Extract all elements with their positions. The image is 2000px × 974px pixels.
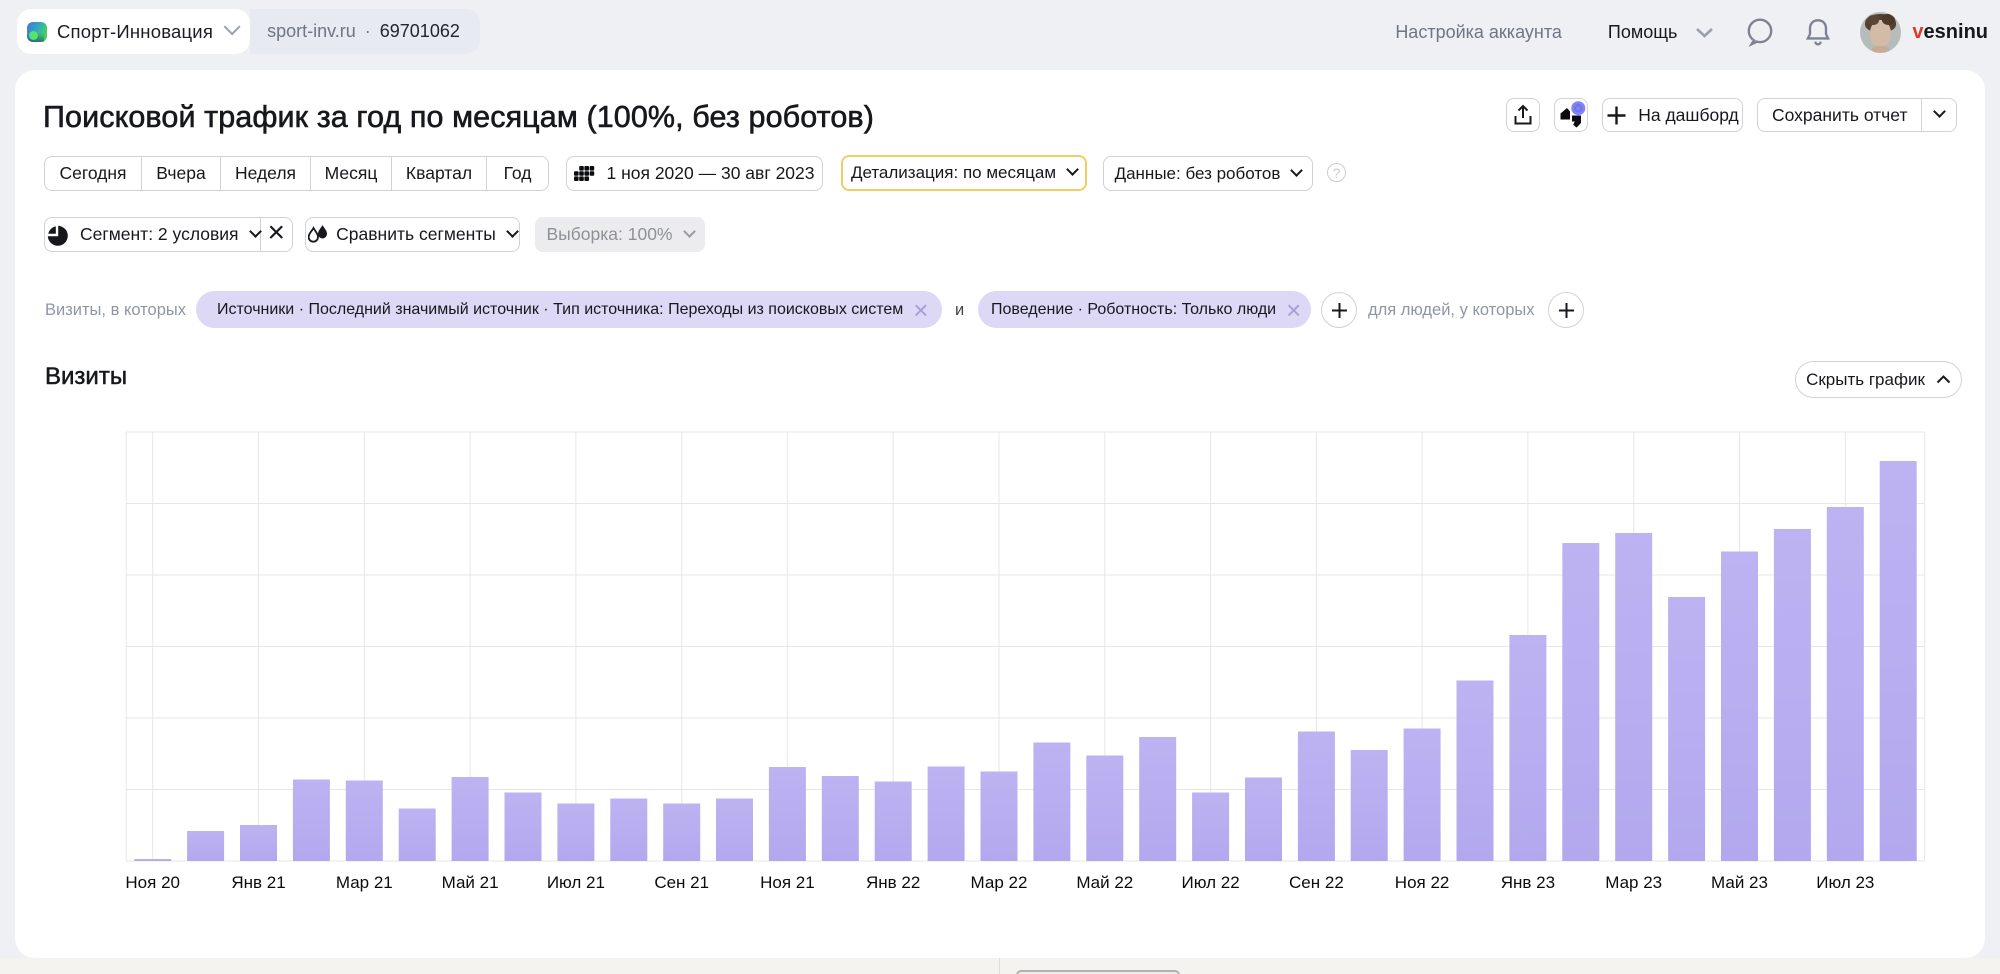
svg-text:Июл 23: Июл 23 — [1816, 873, 1874, 892]
svg-text:Янв 23: Янв 23 — [1501, 873, 1555, 892]
svg-text:Май 21: Май 21 — [442, 873, 499, 892]
svg-text:Май 23: Май 23 — [1711, 873, 1768, 892]
svg-text:Мар 21: Мар 21 — [336, 873, 393, 892]
svg-text:Сен 22: Сен 22 — [1289, 873, 1344, 892]
svg-text:Июл 21: Июл 21 — [547, 873, 605, 892]
svg-text:Ноя 22: Ноя 22 — [1395, 873, 1450, 892]
svg-text:Июл 22: Июл 22 — [1182, 873, 1240, 892]
svg-text:Янв 21: Янв 21 — [231, 873, 285, 892]
svg-text:Ноя 21: Ноя 21 — [760, 873, 815, 892]
svg-text:Май 22: Май 22 — [1076, 873, 1133, 892]
svg-text:Янв 22: Янв 22 — [866, 873, 920, 892]
svg-text:Сен 21: Сен 21 — [654, 873, 709, 892]
svg-text:Мар 23: Мар 23 — [1605, 873, 1662, 892]
svg-text:Ноя 20: Ноя 20 — [125, 873, 180, 892]
svg-text:Мар 22: Мар 22 — [971, 873, 1028, 892]
